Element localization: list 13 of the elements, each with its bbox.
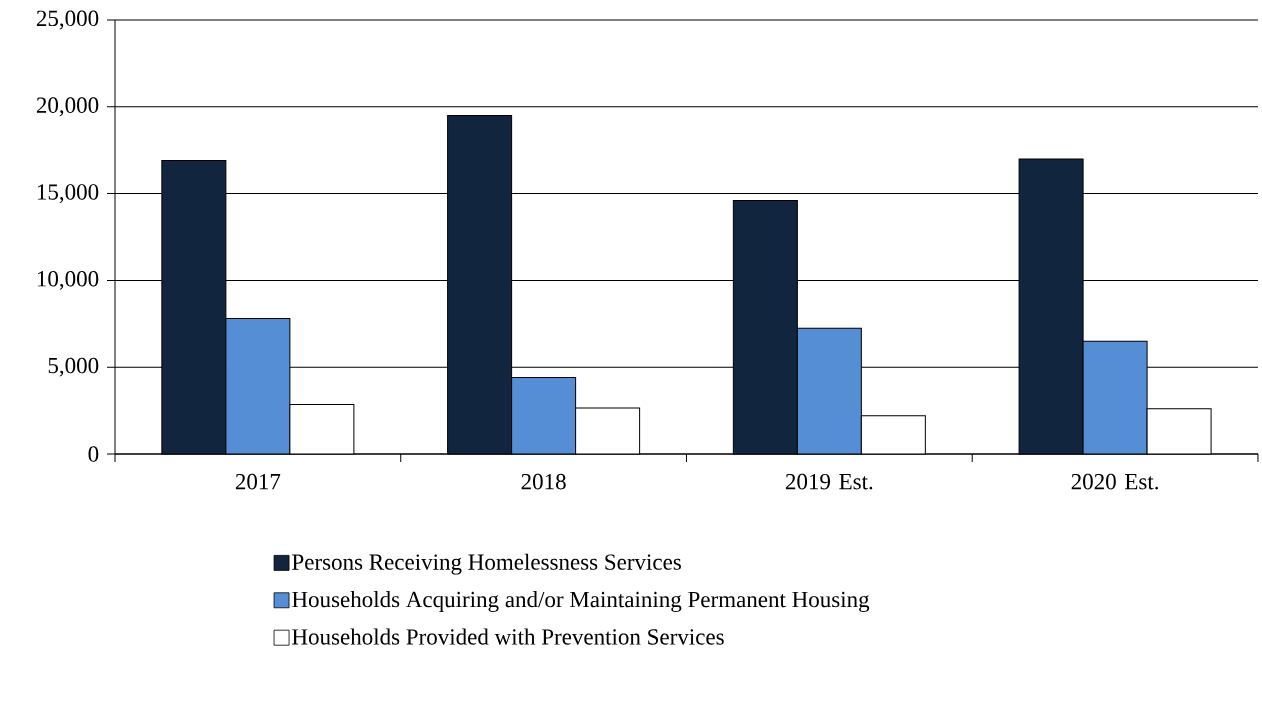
y-tick-label: 25,000 (36, 10, 99, 30)
x-tick-label: 2019 Est. (785, 473, 873, 490)
x-tick-label: 2017 (235, 473, 281, 490)
legend-label: Persons Receiving Homelessness Services (292, 553, 681, 575)
x-tick-label: 2018 (521, 473, 566, 490)
x-tick-label: 2020 Est. (1071, 473, 1158, 490)
y-tick-label: 0 (88, 446, 99, 462)
y-tick-label: 5,000 (48, 357, 99, 377)
y-tick-label: 20,000 (36, 97, 99, 117)
y-tick-label: 10,000 (37, 270, 99, 290)
y-tick-label: 15,000 (37, 184, 99, 204)
legend-label: Households Acquiring and/or Maintaining Permanent Housing (292, 591, 870, 613)
legend-label: Households Provided with Prevention Services (292, 628, 724, 645)
